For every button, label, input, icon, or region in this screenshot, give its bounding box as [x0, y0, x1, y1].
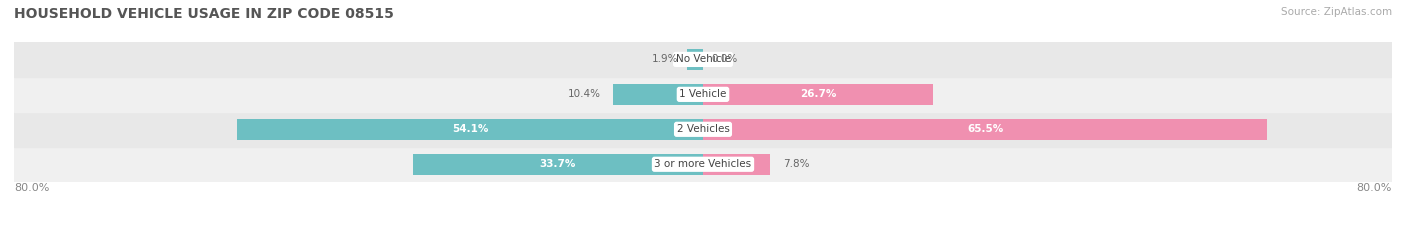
Bar — [14, 112, 1392, 147]
Text: HOUSEHOLD VEHICLE USAGE IN ZIP CODE 08515: HOUSEHOLD VEHICLE USAGE IN ZIP CODE 0851… — [14, 7, 394, 21]
Text: 1 Vehicle: 1 Vehicle — [679, 89, 727, 99]
Text: 26.7%: 26.7% — [800, 89, 837, 99]
Text: 33.7%: 33.7% — [540, 159, 576, 169]
Bar — [413, 154, 703, 175]
Text: 2 Vehicles: 2 Vehicles — [676, 124, 730, 134]
Text: 65.5%: 65.5% — [967, 124, 1002, 134]
Bar — [613, 84, 703, 105]
Text: 80.0%: 80.0% — [1357, 184, 1392, 193]
Text: No Vehicle: No Vehicle — [675, 55, 731, 64]
Text: 7.8%: 7.8% — [783, 159, 810, 169]
Bar — [703, 84, 934, 105]
Bar — [14, 147, 1392, 182]
Text: 3 or more Vehicles: 3 or more Vehicles — [654, 159, 752, 169]
Text: 54.1%: 54.1% — [451, 124, 488, 134]
Text: 1.9%: 1.9% — [651, 55, 678, 64]
Bar — [14, 77, 1392, 112]
Text: 0.0%: 0.0% — [711, 55, 738, 64]
Bar — [14, 42, 1392, 77]
Bar — [238, 119, 703, 140]
Bar — [703, 154, 770, 175]
Text: 10.4%: 10.4% — [568, 89, 600, 99]
Text: 80.0%: 80.0% — [14, 184, 49, 193]
Bar — [686, 49, 703, 70]
Text: Source: ZipAtlas.com: Source: ZipAtlas.com — [1281, 7, 1392, 17]
Bar — [703, 119, 1267, 140]
